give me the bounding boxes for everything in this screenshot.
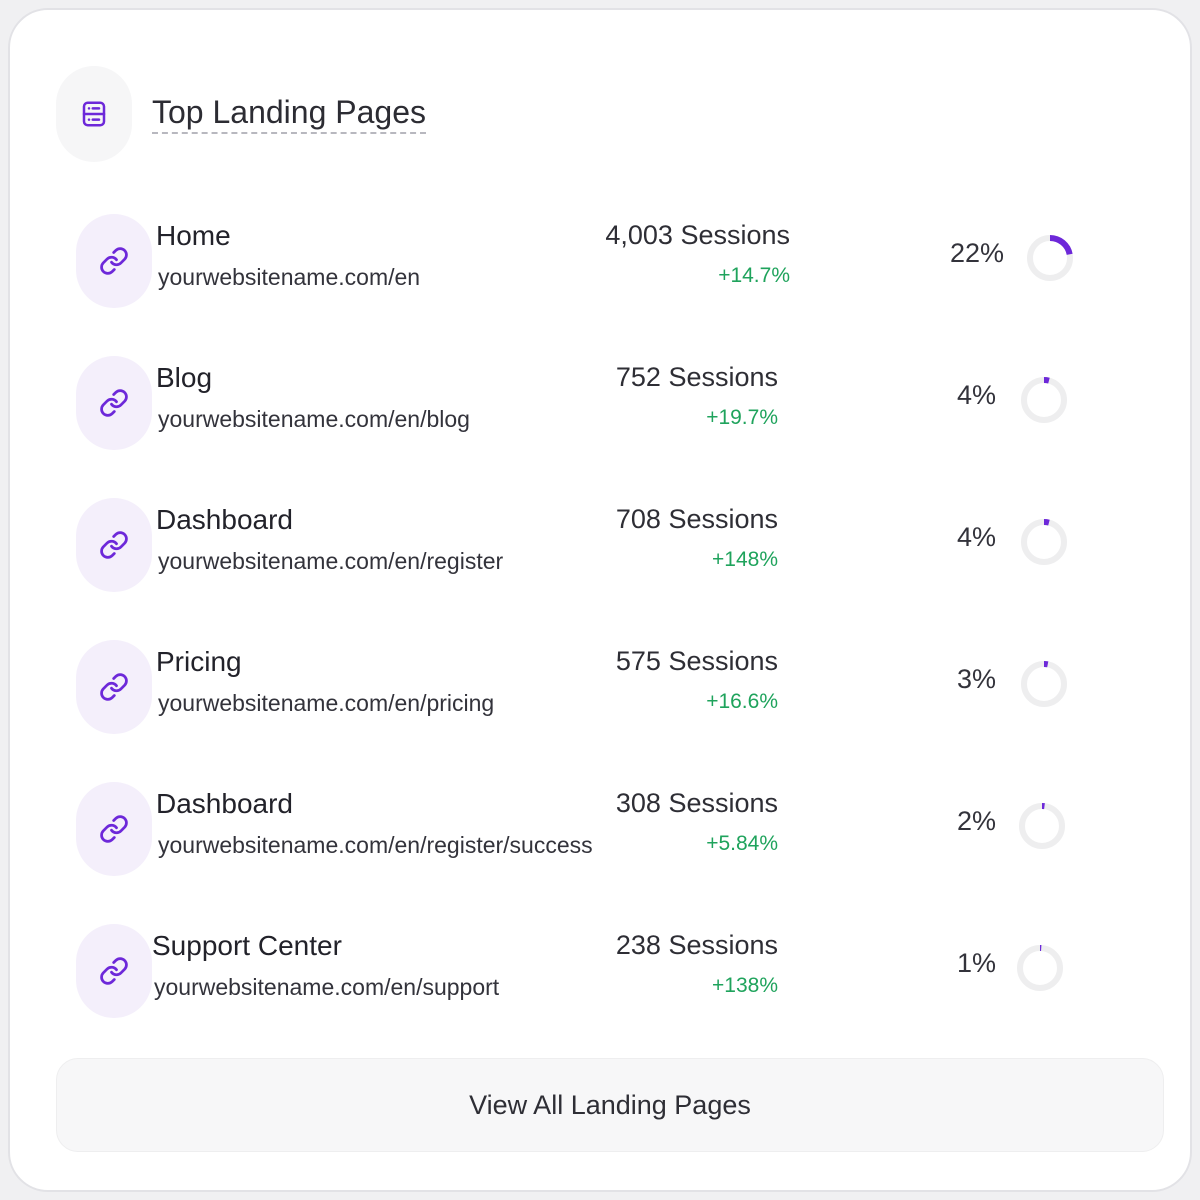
share-ring-fill [1017,945,1063,991]
sessions-change: +16.6% [706,690,778,713]
sessions-count: 308 Sessions [615,788,778,818]
share-ring-fill [1021,519,1067,565]
page-url: yourwebsitename.com/en/support [154,974,500,1000]
share-ring [1027,235,1073,281]
link-icon [76,640,152,734]
share-percent: 3% [956,664,996,694]
page-url: yourwebsitename.com/en/register [158,548,504,574]
share-percent: 1% [956,948,996,978]
page-url: yourwebsitename.com/en/pricing [158,690,495,716]
share-ring [1017,945,1063,991]
share-percent: 22% [949,238,1004,268]
link-icon [76,782,152,876]
share-ring-track [1017,945,1063,991]
page-name[interactable]: Support Center [152,930,342,961]
share-ring-fill [1021,377,1067,423]
view-all-landing-pages-button[interactable]: View All Landing Pages [56,1058,1164,1152]
table-row[interactable]: Blog yourwebsitename.com/en/blog 752 Sessi… [10,352,1190,452]
page-name[interactable]: Dashboard [156,504,293,535]
server-icon [56,66,132,162]
share-ring-fill [1027,235,1073,281]
landing-pages-card: Top Landing Pages Home yourwebsitename.co… [8,8,1192,1192]
table-row[interactable]: Dashboard yourwebsitename.com/en/register… [10,494,1190,594]
share-ring-track [1019,803,1065,849]
card-title[interactable]: Top Landing Pages [152,94,426,135]
sessions-count: 4,003 Sessions [605,220,790,250]
share-percent: 2% [956,806,996,836]
table-row[interactable]: Pricing yourwebsitename.com/en/pricing 575… [10,636,1190,736]
sessions-change: +5.84% [706,832,778,855]
sessions-change: +148% [712,548,778,571]
share-percent: 4% [956,522,996,552]
share-ring-fill [1019,803,1065,849]
share-ring-track [1021,377,1067,423]
share-ring [1021,519,1067,565]
sessions-count: 575 Sessions [615,646,778,676]
table-row[interactable]: Support Center yourwebsitename.com/en/sup… [10,920,1190,1020]
page-name[interactable]: Home [156,220,231,251]
link-icon [76,214,152,308]
sessions-change: +19.7% [706,406,778,429]
sessions-count: 238 Sessions [615,930,778,960]
link-icon [76,498,152,592]
share-ring [1021,377,1067,423]
share-percent: 4% [956,380,996,410]
table-row[interactable]: Home yourwebsitename.com/en 4,003 Sessions… [10,210,1190,310]
share-ring-track [1021,519,1067,565]
link-icon [76,924,152,1018]
page-name[interactable]: Dashboard [156,788,293,819]
card-header: Top Landing Pages [56,66,426,162]
share-ring [1019,803,1065,849]
page-name[interactable]: Pricing [156,646,242,677]
table-row[interactable]: Dashboard yourwebsitename.com/en/register… [10,778,1190,878]
page-url: yourwebsitename.com/en [158,264,421,290]
page-url: yourwebsitename.com/en/blog [158,406,470,432]
share-ring [1021,661,1067,707]
page-name[interactable]: Blog [156,362,213,393]
page-url: yourwebsitename.com/en/register/success [158,832,593,858]
sessions-count: 752 Sessions [615,362,778,392]
share-ring-track [1021,661,1067,707]
sessions-count: 708 Sessions [615,504,778,534]
sessions-change: +14.7% [718,264,790,287]
link-icon [76,356,152,450]
sessions-change: +138% [712,974,778,997]
